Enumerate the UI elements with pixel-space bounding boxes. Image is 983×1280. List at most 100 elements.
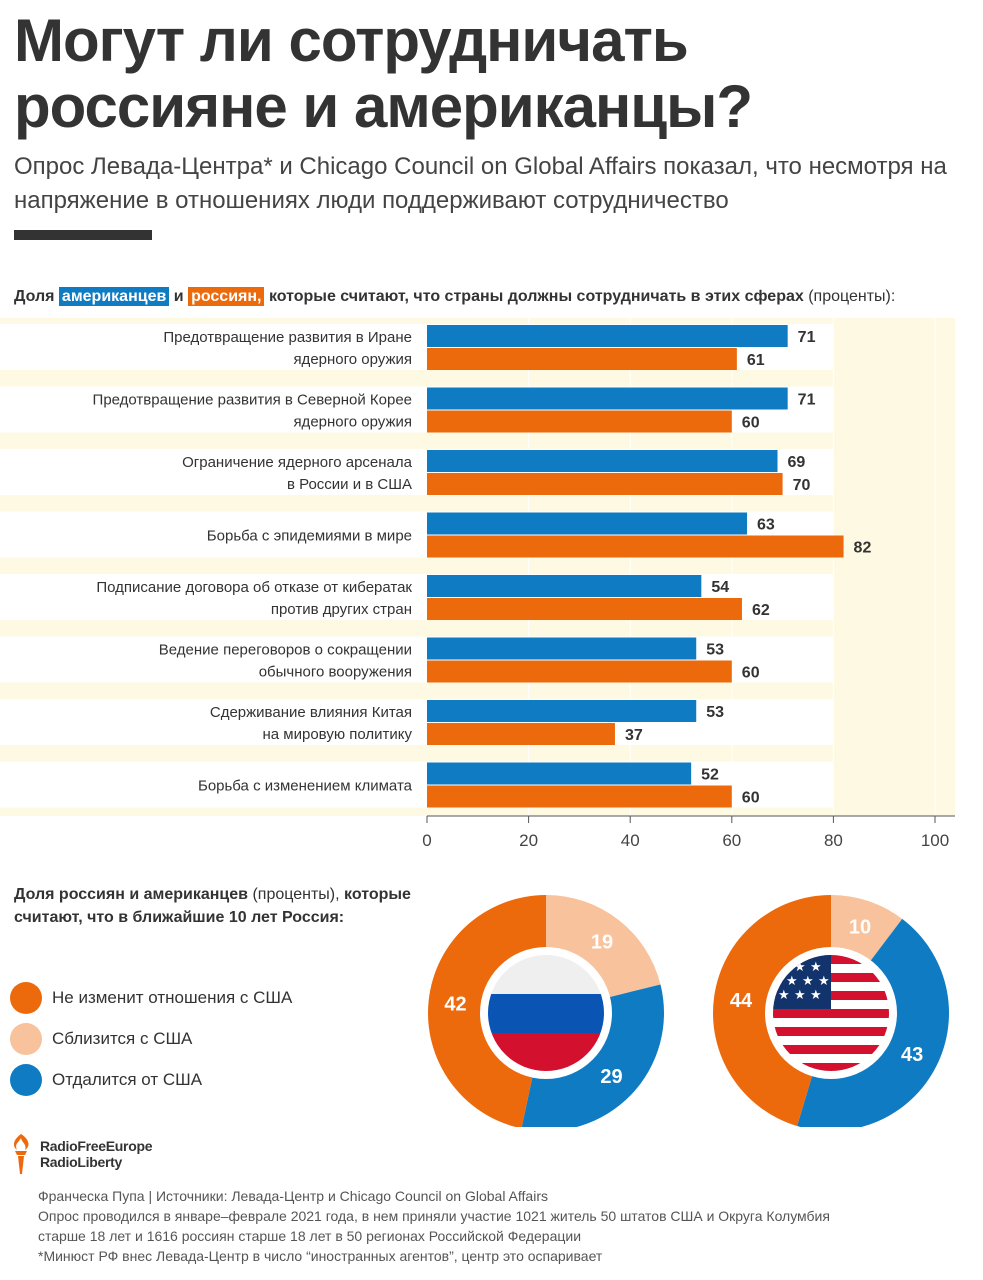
pie-heading-bold-b: которые считают, что в ближайшие 10 лет … <box>14 886 411 926</box>
russia-donut-chart: 19 29 42 <box>428 895 664 1127</box>
bar-russians <box>427 785 732 808</box>
category-label: против других стран <box>271 601 412 618</box>
legend-swatch-no-change <box>10 981 42 1014</box>
x-tick-label: 40 <box>621 831 640 850</box>
bar-value-label: 60 <box>742 415 760 432</box>
category-label: ядерного оружия <box>293 414 412 431</box>
pie-heading-bold-a: Доля россиян и американцев <box>14 886 248 903</box>
bar-americans <box>427 325 788 347</box>
bar-chart-heading: Доля американцев и россиян, которые счит… <box>14 287 979 306</box>
slice-value-label: 19 <box>591 931 613 953</box>
slice-value-label: 42 <box>444 993 466 1015</box>
donut-slice <box>521 984 664 1127</box>
bar-value-label: 61 <box>747 352 765 369</box>
bar-chart: Предотвращение развития в Иране ядерного … <box>0 318 955 850</box>
x-tick-label: 20 <box>519 831 538 850</box>
donut-slice <box>428 895 546 1127</box>
bar-russians <box>427 410 732 433</box>
rferl-logo: RadioFreeEurope RadioLiberty <box>8 1132 153 1176</box>
category-label: в России и в США <box>287 476 412 493</box>
bar-value-label: 69 <box>788 454 806 471</box>
bar-americans <box>427 762 692 785</box>
pie-heading-normal: (проценты), <box>252 886 340 903</box>
bar-value-label: 71 <box>798 329 816 346</box>
donut-slice <box>797 918 949 1127</box>
category-label: Сдерживание влияния Китая <box>210 704 412 721</box>
russian-flag-icon <box>480 947 612 1079</box>
torch-logo-icon <box>13 1134 29 1174</box>
x-tick-label: 60 <box>722 831 741 850</box>
us-flag-icon: ★★★ ★★★ ★★★ <box>765 947 897 1079</box>
bar-americans <box>427 637 697 660</box>
page-title: Могут ли сотрудничать россияне и америка… <box>14 7 753 140</box>
svg-text:★: ★ <box>794 988 806 1003</box>
footer-note: *Минюст РФ внес Левада-Центр в число “ин… <box>38 1248 603 1264</box>
category-label: ядерного оружия <box>293 351 412 368</box>
svg-text:★: ★ <box>818 974 830 989</box>
bar-russians <box>427 473 783 495</box>
category-label: Предотвращение развития в Иране <box>163 329 412 346</box>
category-label: Предотвращение развития в Северной Корее <box>93 392 412 409</box>
bar-americans <box>427 450 778 472</box>
bar-heading-rest: которые считают, что страны должны сотру… <box>268 288 804 305</box>
bar-americans <box>427 575 702 597</box>
bar-americans <box>427 700 697 722</box>
bar-value-label: 60 <box>742 790 760 807</box>
footer-method-1: Опрос проводился в январе–феврале 2021 г… <box>38 1208 830 1224</box>
footer-credit: Франческа Пупа | Источники: Левада-Центр… <box>38 1188 548 1204</box>
bar-russians <box>427 660 732 683</box>
bar-value-label: 82 <box>854 540 872 557</box>
bar-russians <box>427 535 844 558</box>
bar-value-label: 60 <box>742 665 760 682</box>
title-rule <box>14 230 152 240</box>
bar-value-label: 63 <box>757 517 775 534</box>
bar-value-label: 54 <box>711 579 729 596</box>
pie-legend: Не изменит отношения с США Сблизится с С… <box>10 977 292 1100</box>
x-tick-label: 0 <box>422 831 431 850</box>
slice-value-label: 43 <box>901 1044 923 1066</box>
logo-line-1: RadioFreeEurope <box>40 1138 153 1154</box>
legend-label: Отдалится от США <box>52 1069 203 1089</box>
category-label: Ограничение ядерного арсенала <box>182 454 413 471</box>
russians-highlight: россиян, <box>188 287 265 306</box>
bar-value-label: 53 <box>706 642 724 659</box>
slice-value-label: 10 <box>849 917 871 939</box>
slice-value-label: 29 <box>600 1066 622 1088</box>
category-label: обычного вооружения <box>259 664 412 681</box>
legend-swatch-further <box>10 1063 42 1096</box>
svg-text:★: ★ <box>802 974 814 989</box>
category-label: Борьба с изменением климата <box>198 778 413 795</box>
footer-method-2: старше 18 лет и 1616 россиян старше 18 л… <box>38 1228 582 1244</box>
svg-text:★: ★ <box>778 988 790 1003</box>
bar-value-label: 70 <box>793 477 811 494</box>
legend-label: Сблизится с США <box>52 1028 193 1048</box>
legend-swatch-closer <box>10 1022 42 1055</box>
svg-text:★: ★ <box>810 988 822 1003</box>
donut-slice <box>712 895 831 1127</box>
footer: Франческа Пупа | Источники: Левада-Центр… <box>38 1186 968 1266</box>
category-label: Борьба с эпидемиями в мире <box>207 528 412 545</box>
x-tick-label: 80 <box>824 831 843 850</box>
category-label: Ведение переговоров о сокращении <box>159 642 412 659</box>
bar-russians <box>427 723 615 745</box>
usa-donut-chart: ★★★ ★★★ ★★★ 10 43 44 <box>712 895 949 1127</box>
logo-line-2: RadioLiberty <box>40 1154 122 1170</box>
svg-text:★: ★ <box>810 960 822 975</box>
page-subtitle: Опрос Левада-Центра* и Chicago Council o… <box>14 153 947 214</box>
bar-value-label: 37 <box>625 727 643 744</box>
legend-item-no-change: Не изменит отношения с США <box>10 977 292 1018</box>
legend-item-closer: Сблизится с США <box>10 1018 292 1059</box>
bar-americans <box>427 387 788 410</box>
bar-russians <box>427 348 737 370</box>
legend-label: Не изменит отношения с США <box>52 987 293 1007</box>
category-label: на мировую политику <box>263 726 413 743</box>
bar-value-label: 53 <box>706 704 724 721</box>
donut-slice <box>546 895 661 998</box>
svg-text:★: ★ <box>794 960 806 975</box>
x-tick-label: 100 <box>921 831 949 850</box>
bar-russians <box>427 598 742 620</box>
bar-value-label: 62 <box>752 602 770 619</box>
bar-heading-and: и <box>173 288 184 305</box>
svg-text:★: ★ <box>786 974 798 989</box>
pie-chart-heading: Доля россиян и американцев (проценты), к… <box>14 883 414 929</box>
